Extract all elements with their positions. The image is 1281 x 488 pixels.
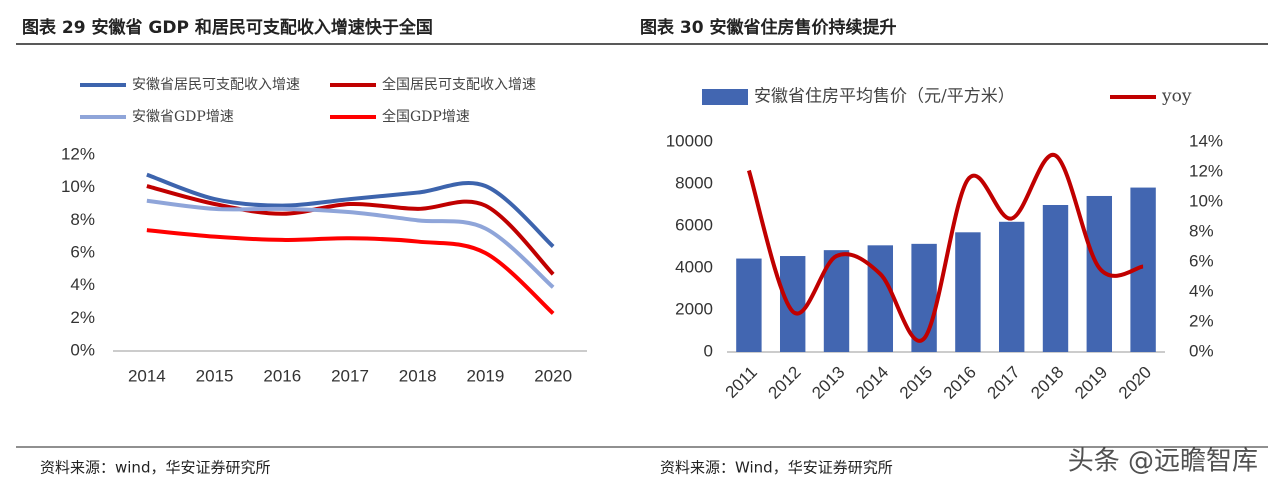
y-tick-label: 4000: [675, 257, 713, 276]
bar: [867, 245, 894, 352]
bar: [779, 256, 806, 352]
y2-tick-label: 10%: [1189, 191, 1223, 210]
y-tick-label: 6%: [70, 242, 95, 261]
y2-tick-label: 6%: [1189, 251, 1214, 270]
watermark: 头条 @远瞻智库: [1068, 447, 1258, 477]
line: [146, 228, 555, 315]
bar: [998, 221, 1025, 352]
legend-label: 安徽省住房平均售价（元/平方米）: [754, 87, 1015, 107]
y-tick-label: 0%: [70, 340, 95, 359]
y-tick-label: 10%: [61, 177, 95, 196]
y2-tick-label: 2%: [1189, 311, 1214, 330]
legend-label: yoy: [1161, 87, 1192, 107]
y-tick-label: 4%: [70, 275, 95, 294]
x-tick-label: 2017: [331, 366, 369, 385]
x-tick-label: 2015: [196, 366, 234, 385]
line: [746, 153, 1144, 343]
x-tick-label: 2020: [534, 366, 572, 385]
chart-title: 图表 29 安徽省 GDP 和居民可支配收入增速快于全国: [22, 17, 433, 38]
y-tick-label: 10000: [666, 131, 713, 150]
source: 资料来源：wind，华安证券研究所: [40, 459, 270, 477]
y2-tick-label: 12%: [1189, 161, 1223, 180]
line: [146, 172, 555, 248]
legend-label: 全国GDP增速: [382, 108, 470, 125]
y2-tick-label: 14%: [1189, 131, 1223, 150]
y-tick-label: 12%: [61, 144, 95, 163]
y-tick-label: 6000: [675, 215, 713, 234]
x-tick-label: 2014: [128, 366, 166, 385]
y2-tick-label: 0%: [1189, 341, 1214, 360]
line: [146, 198, 555, 289]
legend-label: 全国居民可支配收入增速: [382, 76, 536, 93]
bar: [736, 258, 762, 352]
y-tick-label: 0: [704, 341, 713, 360]
legend-label: 安徽省GDP增速: [132, 109, 234, 125]
legend-swatch: [702, 89, 748, 105]
x-tick-label: 2016: [263, 366, 301, 385]
x-tick-label: 2018: [399, 366, 437, 385]
y2-tick-label: 4%: [1189, 281, 1214, 300]
line: [146, 184, 555, 276]
bar: [1042, 205, 1069, 352]
y-tick-label: 8%: [70, 210, 95, 229]
y-tick-label: 2%: [70, 308, 95, 327]
bar: [911, 243, 937, 352]
bar: [955, 232, 981, 352]
y-tick-label: 2000: [675, 299, 713, 318]
y-tick-label: 8000: [675, 173, 713, 192]
source: 资料来源：Wind，华安证券研究所: [660, 459, 893, 477]
y2-tick-label: 8%: [1189, 221, 1214, 240]
legend-label: 安徽省居民可支配收入增速: [132, 77, 300, 93]
x-tick-label: 2019: [467, 366, 505, 385]
chart-title: 图表 30 安徽省住房售价持续提升: [640, 17, 897, 38]
